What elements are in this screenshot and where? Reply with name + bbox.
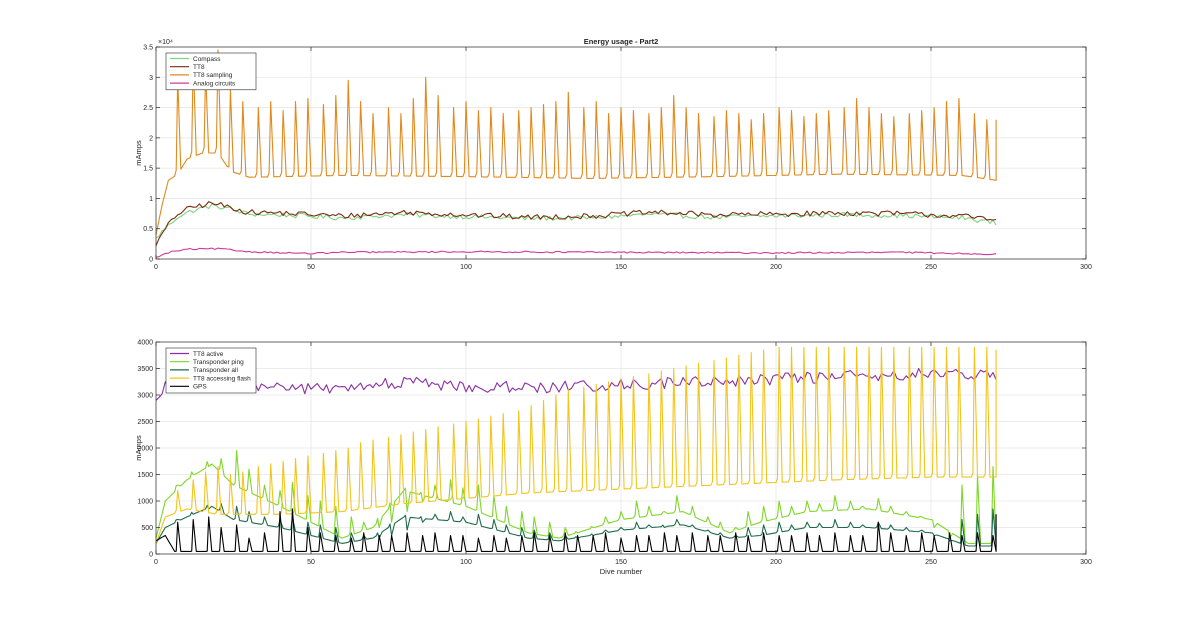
y-tick-label: 2500 bbox=[137, 419, 153, 426]
series-line-transponder-ping bbox=[155, 450, 997, 544]
y-tick-label: 4000 bbox=[137, 340, 153, 347]
y-tick-label: 3000 bbox=[137, 393, 153, 400]
x-tick-label: 100 bbox=[460, 559, 472, 566]
x-tick-label: 300 bbox=[1080, 264, 1092, 271]
bottom-chart-axes: 0 50 100 150 200 250 3000500100015002000250030… bbox=[134, 340, 1092, 577]
legend-label: TT8 accessing flash bbox=[193, 375, 251, 382]
series-line-tt8-accessing-flash bbox=[155, 346, 997, 544]
x-tick-label: 100 bbox=[460, 264, 472, 271]
legend-label: Analog circuits bbox=[193, 80, 236, 87]
x-tick-label: 150 bbox=[615, 264, 627, 271]
y-axis-label: mAmps bbox=[134, 435, 143, 461]
y-axis-label: mAmps bbox=[134, 140, 143, 166]
y-tick-label: 2000 bbox=[137, 446, 153, 453]
series-line-transponder-all bbox=[155, 503, 997, 547]
legend-label: TT8 active bbox=[193, 351, 224, 358]
x-tick-label: 200 bbox=[770, 559, 782, 566]
y-tick-label: 0 bbox=[149, 552, 153, 559]
y-tick-label: 1.5 bbox=[143, 166, 153, 173]
series-line-gps bbox=[155, 508, 997, 552]
legend-label: Transponder all bbox=[193, 367, 238, 374]
legend-label: Transponder ping bbox=[193, 359, 244, 366]
chart-title: Energy usage - Part2 bbox=[584, 37, 659, 46]
x-tick-label: 250 bbox=[925, 264, 937, 271]
x-tick-label: 250 bbox=[925, 559, 937, 566]
y-tick-label: 0.5 bbox=[143, 226, 153, 233]
legend-label: TT8 bbox=[193, 64, 205, 71]
x-tick-label: 50 bbox=[307, 559, 315, 566]
x-tick-label: 150 bbox=[615, 559, 627, 566]
y-tick-label: 1 bbox=[149, 196, 153, 203]
y-tick-label: 3.5 bbox=[143, 45, 153, 52]
x-tick-label: 0 bbox=[154, 264, 158, 271]
y-tick-label: 3500 bbox=[137, 366, 153, 373]
y-tick-label: 0 bbox=[149, 257, 153, 264]
top-chart-axes: 0 50 100 150 200 250 300 0 0.5 1 1.5 2 2.5 3 3.5 ×10⁴ En… bbox=[134, 37, 1092, 271]
x-tick-label: 50 bbox=[307, 264, 315, 271]
x-axis-label: Dive number bbox=[600, 567, 643, 576]
series-line-compass bbox=[155, 203, 997, 239]
x-tick-label: 300 bbox=[1080, 559, 1092, 566]
series-line-tt8 bbox=[155, 201, 997, 246]
series-line-analog-circuits bbox=[155, 247, 997, 258]
x-tick-label: 200 bbox=[770, 264, 782, 271]
y-tick-label: 1500 bbox=[137, 472, 153, 479]
y-tick-label: 2.5 bbox=[143, 105, 153, 112]
legend-label: Compass bbox=[193, 56, 221, 63]
y-tick-label: 1000 bbox=[137, 499, 153, 506]
y-tick-label: 500 bbox=[141, 525, 153, 532]
y-exponent-label: ×10⁴ bbox=[158, 39, 173, 46]
series-line-tt8-sampling bbox=[155, 49, 997, 235]
y-tick-label: 2 bbox=[149, 135, 153, 142]
legend-label: TT8 sampling bbox=[193, 72, 233, 79]
x-tick-label: 0 bbox=[154, 559, 158, 566]
y-tick-label: 3 bbox=[149, 75, 153, 82]
legend-label: GPS bbox=[193, 384, 207, 391]
